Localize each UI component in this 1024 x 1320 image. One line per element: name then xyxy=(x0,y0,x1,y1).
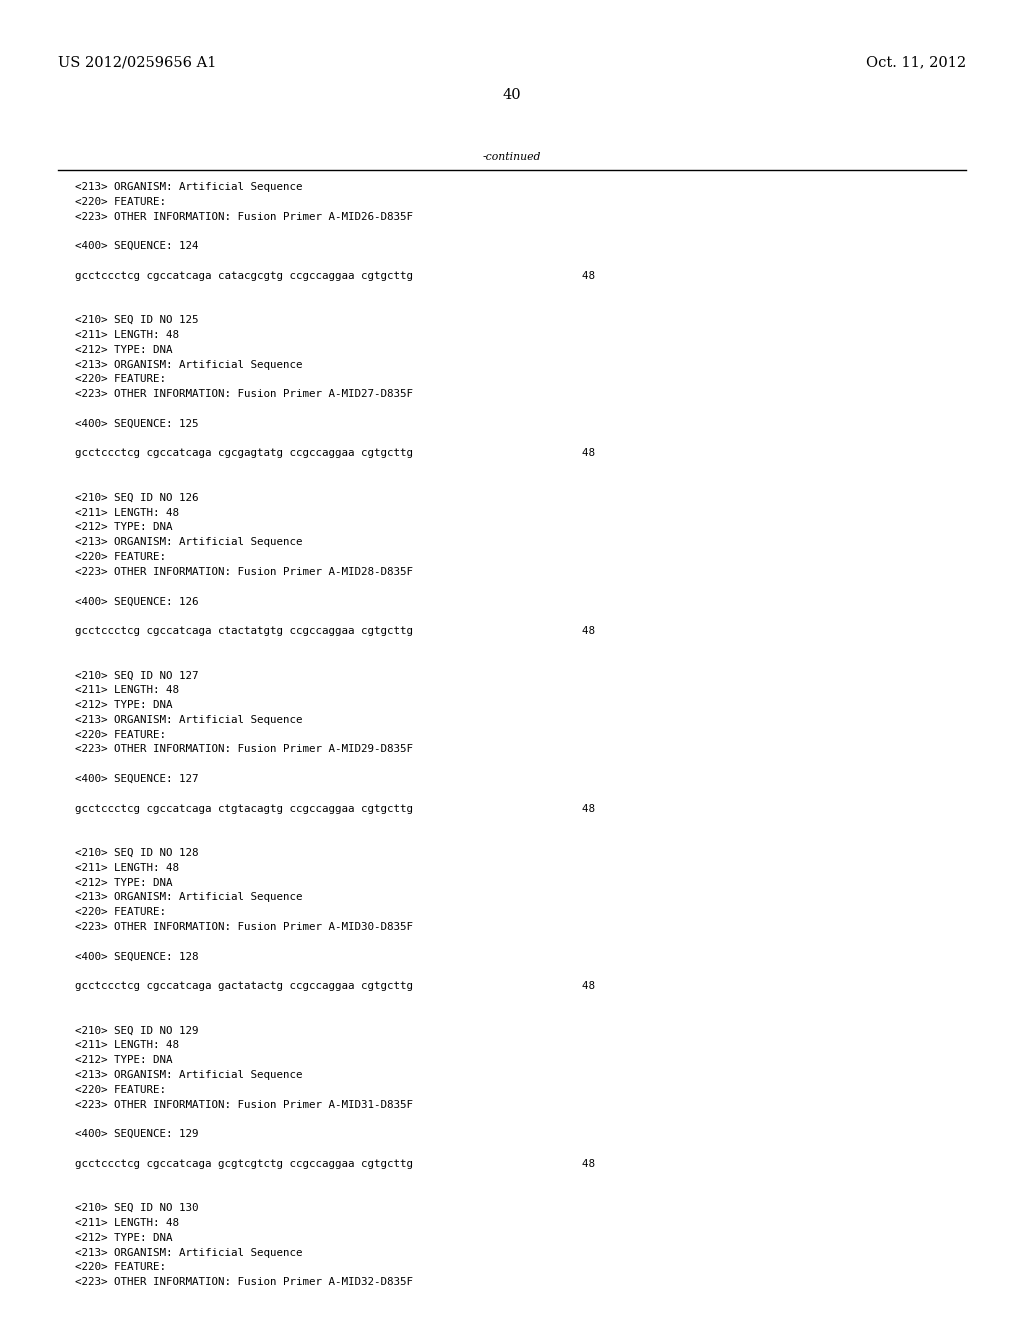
Text: <213> ORGANISM: Artificial Sequence: <213> ORGANISM: Artificial Sequence xyxy=(75,359,302,370)
Text: <211> LENGTH: 48: <211> LENGTH: 48 xyxy=(75,508,179,517)
Text: <210> SEQ ID NO 126: <210> SEQ ID NO 126 xyxy=(75,492,199,503)
Text: gcctccctcg cgccatcaga ctactatgtg ccgccaggaa cgtgcttg                          48: gcctccctcg cgccatcaga ctactatgtg ccgccag… xyxy=(75,626,595,636)
Text: <213> ORGANISM: Artificial Sequence: <213> ORGANISM: Artificial Sequence xyxy=(75,182,302,191)
Text: <210> SEQ ID NO 129: <210> SEQ ID NO 129 xyxy=(75,1026,199,1036)
Text: <400> SEQUENCE: 128: <400> SEQUENCE: 128 xyxy=(75,952,199,961)
Text: <220> FEATURE:: <220> FEATURE: xyxy=(75,730,166,739)
Text: <210> SEQ ID NO 127: <210> SEQ ID NO 127 xyxy=(75,671,199,680)
Text: <210> SEQ ID NO 130: <210> SEQ ID NO 130 xyxy=(75,1204,199,1213)
Text: <400> SEQUENCE: 124: <400> SEQUENCE: 124 xyxy=(75,242,199,251)
Text: <211> LENGTH: 48: <211> LENGTH: 48 xyxy=(75,685,179,696)
Text: <223> OTHER INFORMATION: Fusion Primer A-MID28-D835F: <223> OTHER INFORMATION: Fusion Primer A… xyxy=(75,566,413,577)
Text: <211> LENGTH: 48: <211> LENGTH: 48 xyxy=(75,330,179,341)
Text: <220> FEATURE:: <220> FEATURE: xyxy=(75,197,166,207)
Text: <212> TYPE: DNA: <212> TYPE: DNA xyxy=(75,878,172,887)
Text: <400> SEQUENCE: 126: <400> SEQUENCE: 126 xyxy=(75,597,199,606)
Text: <223> OTHER INFORMATION: Fusion Primer A-MID30-D835F: <223> OTHER INFORMATION: Fusion Primer A… xyxy=(75,921,413,932)
Text: <211> LENGTH: 48: <211> LENGTH: 48 xyxy=(75,863,179,873)
Text: <213> ORGANISM: Artificial Sequence: <213> ORGANISM: Artificial Sequence xyxy=(75,715,302,725)
Text: <223> OTHER INFORMATION: Fusion Primer A-MID29-D835F: <223> OTHER INFORMATION: Fusion Primer A… xyxy=(75,744,413,755)
Text: <211> LENGTH: 48: <211> LENGTH: 48 xyxy=(75,1040,179,1051)
Text: <213> ORGANISM: Artificial Sequence: <213> ORGANISM: Artificial Sequence xyxy=(75,537,302,548)
Text: <223> OTHER INFORMATION: Fusion Primer A-MID32-D835F: <223> OTHER INFORMATION: Fusion Primer A… xyxy=(75,1278,413,1287)
Text: <212> TYPE: DNA: <212> TYPE: DNA xyxy=(75,523,172,532)
Text: <210> SEQ ID NO 125: <210> SEQ ID NO 125 xyxy=(75,315,199,325)
Text: <220> FEATURE:: <220> FEATURE: xyxy=(75,1085,166,1094)
Text: <212> TYPE: DNA: <212> TYPE: DNA xyxy=(75,1055,172,1065)
Text: <220> FEATURE:: <220> FEATURE: xyxy=(75,552,166,562)
Text: <400> SEQUENCE: 129: <400> SEQUENCE: 129 xyxy=(75,1129,199,1139)
Text: 40: 40 xyxy=(503,88,521,102)
Text: <223> OTHER INFORMATION: Fusion Primer A-MID27-D835F: <223> OTHER INFORMATION: Fusion Primer A… xyxy=(75,389,413,399)
Text: <220> FEATURE:: <220> FEATURE: xyxy=(75,907,166,917)
Text: gcctccctcg cgccatcaga gcgtcgtctg ccgccaggaa cgtgcttg                          48: gcctccctcg cgccatcaga gcgtcgtctg ccgccag… xyxy=(75,1159,595,1168)
Text: <213> ORGANISM: Artificial Sequence: <213> ORGANISM: Artificial Sequence xyxy=(75,1247,302,1258)
Text: <220> FEATURE:: <220> FEATURE: xyxy=(75,375,166,384)
Text: US 2012/0259656 A1: US 2012/0259656 A1 xyxy=(58,55,216,69)
Text: <212> TYPE: DNA: <212> TYPE: DNA xyxy=(75,345,172,355)
Text: -continued: -continued xyxy=(482,152,542,162)
Text: <400> SEQUENCE: 125: <400> SEQUENCE: 125 xyxy=(75,418,199,429)
Text: <223> OTHER INFORMATION: Fusion Primer A-MID31-D835F: <223> OTHER INFORMATION: Fusion Primer A… xyxy=(75,1100,413,1110)
Text: <212> TYPE: DNA: <212> TYPE: DNA xyxy=(75,1233,172,1243)
Text: <400> SEQUENCE: 127: <400> SEQUENCE: 127 xyxy=(75,774,199,784)
Text: <210> SEQ ID NO 128: <210> SEQ ID NO 128 xyxy=(75,847,199,858)
Text: Oct. 11, 2012: Oct. 11, 2012 xyxy=(866,55,966,69)
Text: <220> FEATURE:: <220> FEATURE: xyxy=(75,1262,166,1272)
Text: <211> LENGTH: 48: <211> LENGTH: 48 xyxy=(75,1218,179,1228)
Text: gcctccctcg cgccatcaga gactatactg ccgccaggaa cgtgcttg                          48: gcctccctcg cgccatcaga gactatactg ccgccag… xyxy=(75,981,595,991)
Text: gcctccctcg cgccatcaga ctgtacagtg ccgccaggaa cgtgcttg                          48: gcctccctcg cgccatcaga ctgtacagtg ccgccag… xyxy=(75,804,595,813)
Text: gcctccctcg cgccatcaga cgcgagtatg ccgccaggaa cgtgcttg                          48: gcctccctcg cgccatcaga cgcgagtatg ccgccag… xyxy=(75,449,595,458)
Text: <213> ORGANISM: Artificial Sequence: <213> ORGANISM: Artificial Sequence xyxy=(75,892,302,903)
Text: <223> OTHER INFORMATION: Fusion Primer A-MID26-D835F: <223> OTHER INFORMATION: Fusion Primer A… xyxy=(75,211,413,222)
Text: gcctccctcg cgccatcaga catacgcgtg ccgccaggaa cgtgcttg                          48: gcctccctcg cgccatcaga catacgcgtg ccgccag… xyxy=(75,271,595,281)
Text: <213> ORGANISM: Artificial Sequence: <213> ORGANISM: Artificial Sequence xyxy=(75,1071,302,1080)
Text: <212> TYPE: DNA: <212> TYPE: DNA xyxy=(75,700,172,710)
